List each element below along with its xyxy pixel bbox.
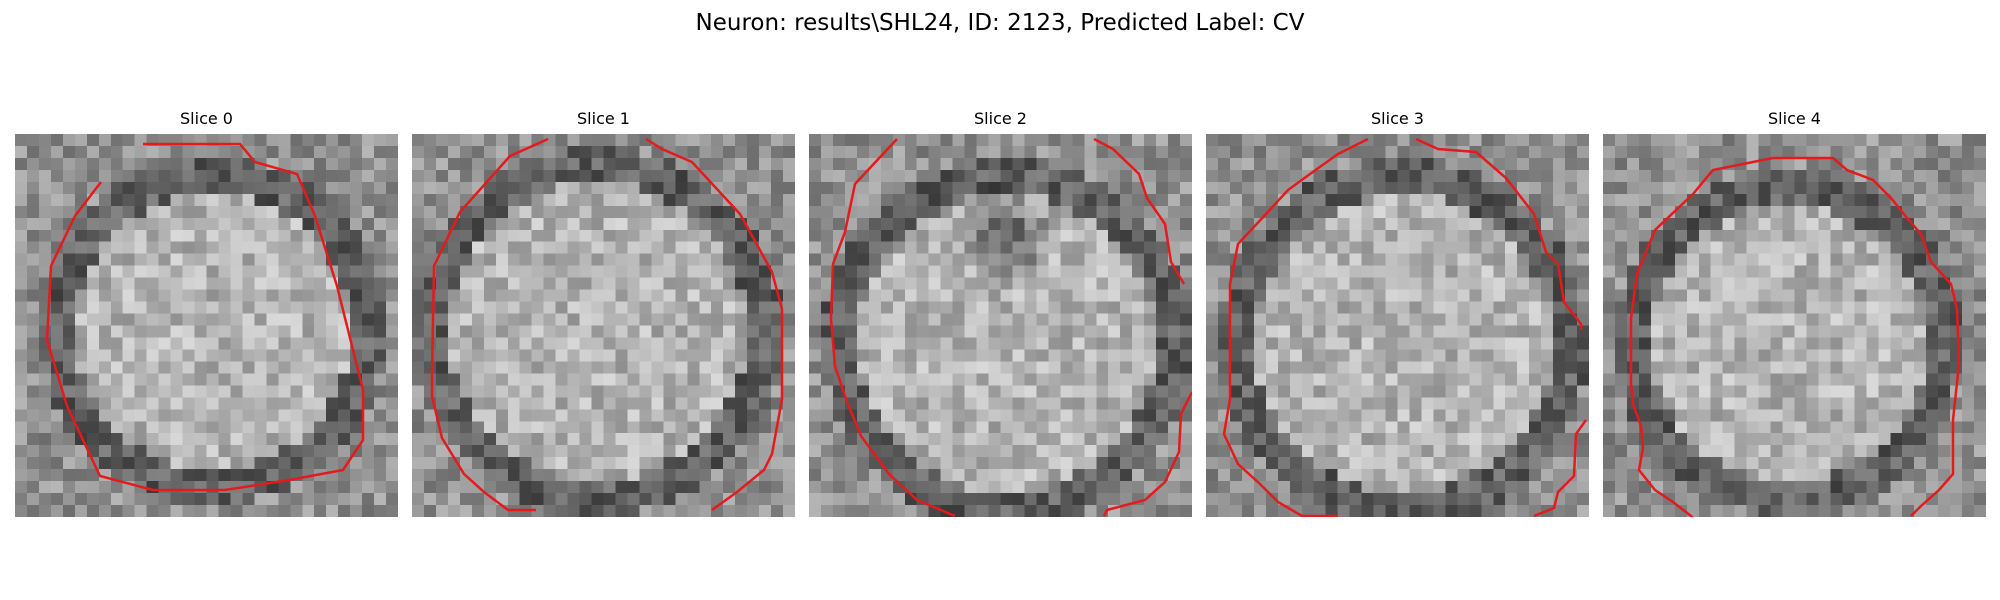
slice-contour-1 — [430, 137, 784, 512]
figure-title: Neuron: results\SHL24, ID: 2123, Predict… — [695, 10, 1305, 36]
slice-panel-2: Slice 2 — [809, 108, 1192, 522]
slice-title-1: Slice 1 — [577, 109, 630, 128]
contour-line-2a — [829, 138, 956, 517]
contour-line-1b — [645, 137, 784, 512]
slice-contour-4 — [1629, 156, 1961, 517]
slice-panel-4: Slice 4 — [1603, 108, 1986, 522]
contour-line-3c — [1533, 419, 1588, 517]
contour-line-0 — [45, 142, 365, 492]
contour-line-1a — [430, 137, 549, 512]
slice-title-4: Slice 4 — [1768, 109, 1821, 128]
slice-title-2: Slice 2 — [974, 109, 1027, 128]
slice-image-3 — [1206, 134, 1589, 517]
contour-line-4a — [1629, 156, 1774, 517]
slice-panel-0: Slice 0 — [15, 108, 398, 522]
slice-panel-3: Slice 3 — [1206, 108, 1589, 522]
contour-line-3b — [1415, 137, 1583, 330]
slice-panel-1: Slice 1 — [412, 108, 795, 522]
slice-contour-3 — [1222, 137, 1588, 517]
contour-line-3a — [1222, 137, 1369, 517]
slice-image-1 — [412, 134, 795, 517]
slice-image-4 — [1603, 134, 1986, 517]
slice-image-0 — [15, 134, 398, 517]
slice-contour-0 — [45, 142, 365, 492]
contour-line-4b — [1773, 156, 1961, 517]
slice-contour-2 — [829, 137, 1192, 517]
contour-line-2c — [1102, 391, 1192, 517]
slice-title-3: Slice 3 — [1371, 109, 1424, 128]
slice-title-0: Slice 0 — [180, 109, 233, 128]
contour-line-2b — [1093, 137, 1186, 285]
